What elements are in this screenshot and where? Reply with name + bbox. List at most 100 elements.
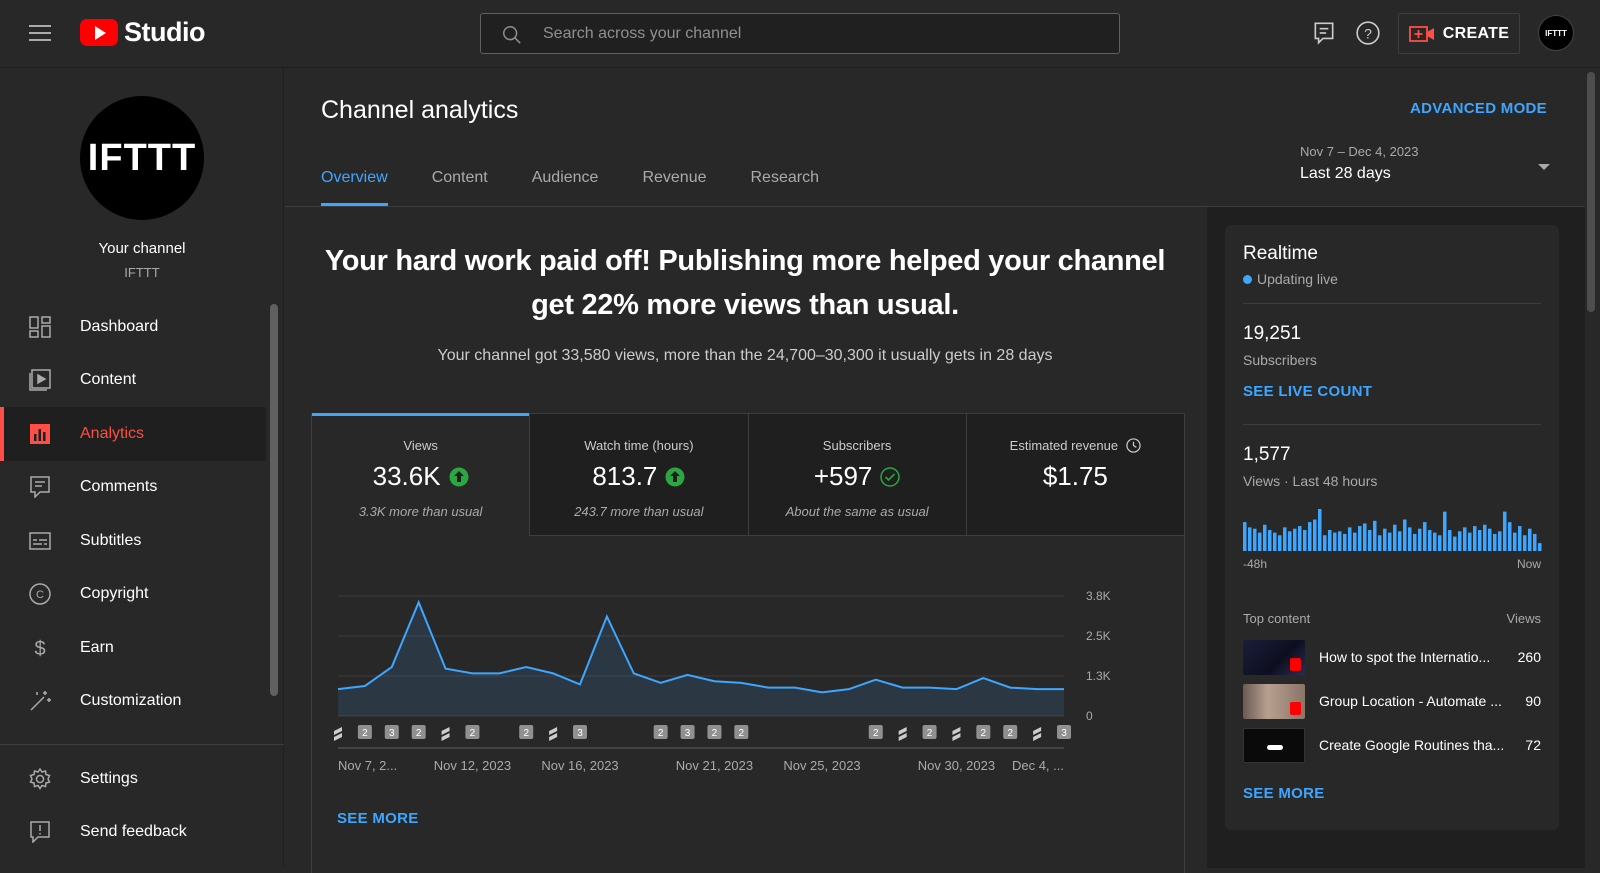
sidebar-item-comments[interactable]: Comments — [0, 461, 266, 515]
top-content-item[interactable]: How to spot the Internatio... 260 — [1243, 639, 1541, 675]
sidebar-item-send-feedback[interactable]: Send feedback — [0, 806, 266, 860]
data-point — [981, 676, 985, 680]
shorts-marker-icon — [549, 727, 558, 741]
metric-label: Estimated revenue — [1009, 438, 1119, 453]
x-tick-label: Nov 12, 2023 — [434, 758, 511, 773]
data-point — [954, 687, 958, 691]
sidebar: IFTTT Your channel IFTTT Dashboard Conte… — [0, 68, 284, 868]
arrow-up-circle-icon — [665, 467, 685, 486]
search-box — [480, 13, 1120, 54]
realtime-bar — [1358, 526, 1362, 551]
upload-marker-count: 2 — [523, 728, 529, 739]
channel-avatar[interactable]: IFTTT — [80, 96, 204, 220]
live-indicator: Updating live — [1243, 271, 1338, 287]
sidebar-item-customization[interactable]: Customization — [0, 675, 266, 729]
logo-text: Studio — [124, 17, 205, 47]
help-icon[interactable]: ? — [1355, 20, 1383, 48]
tab-revenue[interactable]: Revenue — [642, 169, 707, 186]
realtime-bar — [1308, 522, 1312, 551]
metric-watch-time[interactable]: Watch time (hours) 813.7 243.7 more than… — [529, 414, 748, 536]
realtime-bar — [1278, 535, 1282, 551]
metric-value: 813.7 — [592, 461, 658, 491]
channel-name: IFTTT — [124, 265, 160, 280]
data-point — [1008, 686, 1012, 690]
metric-label: Watch time (hours) — [584, 438, 694, 453]
insight-subline: Your channel got 33,580 views, more than… — [437, 347, 1053, 364]
tab-content[interactable]: Content — [431, 169, 488, 186]
upload-marker — [573, 725, 587, 739]
realtime-bar — [1293, 528, 1297, 551]
create-button[interactable]: CREATE — [1398, 13, 1520, 54]
realtime-bar — [1338, 531, 1342, 551]
metric-subscribers[interactable]: Subscribers +597 About the same as usual — [747, 414, 966, 536]
sidebar-item-dashboard[interactable]: Dashboard — [0, 300, 266, 354]
metric-estimated-revenue[interactable]: Estimated revenue $1.75 — [965, 414, 1184, 536]
data-point — [336, 687, 340, 691]
metric-views[interactable]: Views 33.6K 3.3K more than usual — [312, 413, 530, 536]
realtime-bar — [1383, 528, 1387, 551]
hamburger-menu-icon[interactable] — [26, 20, 54, 48]
metric-label: Views — [403, 438, 438, 453]
analytics-tabs: Overview Content Audience Revenue Resear… — [321, 160, 863, 206]
realtime-column: Realtime Updating live 19,251 Subscriber… — [1207, 207, 1585, 868]
top-content-item[interactable]: Group Location - Automate ... 90 — [1243, 683, 1541, 719]
sidebar-item-settings[interactable]: Settings — [0, 752, 266, 806]
sidebar-scrollbar[interactable] — [270, 304, 278, 696]
upload-marker — [465, 725, 480, 739]
top-content-item[interactable]: Create Google Routines tha... 72 — [1243, 727, 1541, 763]
tab-overview[interactable]: Overview — [321, 160, 388, 206]
advanced-mode-button[interactable]: ADVANCED MODE — [1410, 100, 1547, 117]
upload-marker — [1003, 725, 1018, 739]
sidebar-item-content[interactable]: Content — [0, 354, 266, 408]
top-content-see-more-button[interactable]: SEE MORE — [1243, 785, 1325, 802]
svg-text:$: $ — [34, 638, 45, 659]
upload-marker-count: 2 — [739, 728, 745, 739]
realtime-bar — [1388, 532, 1392, 551]
realtime-bar — [1363, 523, 1367, 551]
data-point — [470, 671, 474, 675]
comments-icon — [28, 475, 52, 499]
realtime-bar — [1258, 532, 1262, 551]
data-point — [444, 667, 448, 671]
tab-research[interactable]: Research — [750, 169, 819, 186]
sidebar-divider — [0, 744, 284, 745]
top-content-title: How to spot the Internatio... — [1319, 649, 1491, 665]
page-scrollbar[interactable] — [1587, 72, 1595, 312]
shorts-marker-icon — [1033, 727, 1042, 741]
realtime-card: Realtime Updating live 19,251 Subscriber… — [1225, 225, 1559, 830]
realtime-bar — [1448, 530, 1452, 551]
realtime-bar — [1303, 530, 1307, 551]
ifttt-badge-icon — [1290, 701, 1301, 715]
shorts-marker-icon — [952, 727, 961, 741]
sidebar-item-label: Subtitles — [80, 531, 142, 549]
sidebar-item-copyright[interactable]: C Copyright — [0, 568, 266, 622]
top-content-views: 72 — [1525, 737, 1541, 753]
sidebar-item-earn[interactable]: $ Earn — [0, 621, 266, 675]
divider — [1243, 424, 1541, 425]
sidebar-item-analytics[interactable]: Analytics — [0, 407, 266, 461]
sidebar-item-subtitles[interactable]: Subtitles — [0, 514, 266, 568]
y-tick-label: 2.5K — [1086, 629, 1111, 643]
account-avatar[interactable]: IFTTT — [1538, 15, 1574, 51]
realtime-bar — [1468, 532, 1472, 551]
gear-icon — [28, 767, 52, 791]
search-input[interactable] — [543, 14, 1103, 53]
data-point — [1035, 687, 1039, 691]
realtime-bar — [1378, 535, 1382, 551]
views-line-chart: 3.8K 2.5K 1.3K 0 2 3 2 2 2 3 2 3 2 2 2 2 2 2 3 Nov 7, 2... N… — [334, 589, 1111, 773]
realtime-bar-chart — [1243, 509, 1542, 551]
x-tick-label: Nov 7, 2... — [338, 758, 397, 773]
top-views-label: Views — [1506, 611, 1541, 626]
sidebar-item-label: Customization — [80, 692, 182, 710]
realtime-bar — [1398, 531, 1402, 551]
messages-icon[interactable] — [1311, 20, 1339, 48]
see-more-button[interactable]: SEE MORE — [337, 810, 419, 827]
axis-end-label: Now — [1516, 557, 1541, 571]
see-live-count-button[interactable]: SEE LIVE COUNT — [1243, 383, 1373, 400]
realtime-bar — [1463, 527, 1467, 551]
studio-logo[interactable]: Studio — [80, 17, 205, 48]
realtime-bar — [1248, 527, 1252, 551]
tab-audience[interactable]: Audience — [531, 169, 599, 186]
date-range-picker[interactable]: Nov 7 – Dec 4, 2023 Last 28 days — [1300, 144, 1550, 194]
top-content-label: Top content — [1243, 611, 1311, 626]
